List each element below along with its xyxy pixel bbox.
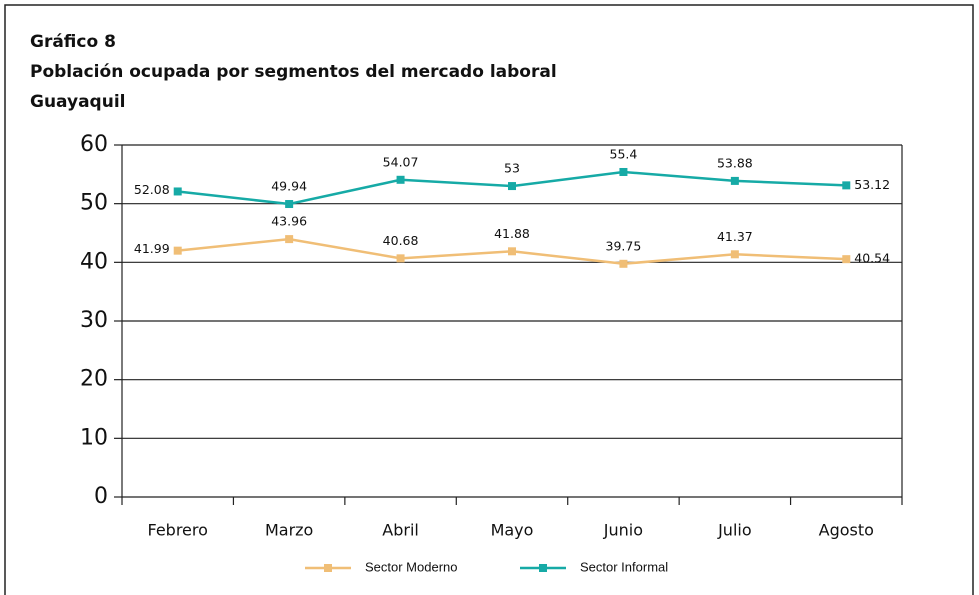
y-tick-label: 30 bbox=[80, 308, 108, 333]
data-label: 53 bbox=[504, 161, 520, 176]
point bbox=[730, 250, 739, 259]
point bbox=[396, 175, 405, 184]
legend-marker bbox=[324, 564, 332, 572]
data-label: 39.75 bbox=[606, 238, 642, 253]
y-tick-label: 20 bbox=[80, 367, 108, 392]
data-label: 41.99 bbox=[134, 241, 170, 256]
chart-title: Gráfico 8 bbox=[30, 32, 116, 52]
y-tick-label: 10 bbox=[80, 425, 108, 450]
point bbox=[173, 246, 182, 255]
y-tick-label: 60 bbox=[80, 132, 108, 157]
x-tick-label: Abril bbox=[382, 521, 419, 540]
point bbox=[285, 235, 294, 244]
point bbox=[173, 187, 182, 196]
x-tick-label: Febrero bbox=[148, 521, 208, 540]
point bbox=[508, 182, 516, 191]
point bbox=[730, 176, 739, 185]
point bbox=[396, 254, 405, 263]
chart-title: Guayaquil bbox=[30, 92, 125, 112]
data-label: 40.68 bbox=[383, 233, 419, 248]
data-label: 41.88 bbox=[494, 226, 530, 241]
x-tick-label: Agosto bbox=[819, 521, 874, 540]
point bbox=[619, 167, 628, 176]
data-label: 54.07 bbox=[383, 154, 419, 169]
legend-marker bbox=[539, 564, 547, 572]
y-tick-label: 40 bbox=[80, 249, 108, 274]
data-label: 55.4 bbox=[610, 146, 638, 161]
data-label: 53.88 bbox=[717, 155, 753, 170]
legend-label: Sector Informal bbox=[580, 559, 668, 574]
frame bbox=[4, 4, 974, 595]
x-tick-label: Julio bbox=[717, 521, 752, 540]
data-label: 49.94 bbox=[271, 179, 307, 194]
data-label: 40.54 bbox=[854, 251, 890, 266]
data-label: 52.08 bbox=[134, 182, 170, 197]
data-label: 41.37 bbox=[717, 229, 753, 244]
chart-title: Población ocupada por segmentos del merc… bbox=[30, 62, 557, 82]
point bbox=[842, 255, 851, 264]
y-tick-label: 50 bbox=[80, 191, 108, 216]
legend-label: Sector Moderno bbox=[365, 559, 458, 574]
point bbox=[619, 259, 628, 268]
x-tick-label: Mayo bbox=[491, 521, 534, 540]
point bbox=[285, 200, 294, 209]
point bbox=[842, 181, 851, 190]
point bbox=[508, 247, 516, 256]
y-tick-label: 0 bbox=[94, 484, 108, 509]
data-label: 43.96 bbox=[271, 214, 307, 229]
data-label: 53.12 bbox=[854, 177, 890, 192]
x-tick-label: Marzo bbox=[265, 521, 313, 540]
x-tick-label: Junio bbox=[603, 521, 643, 540]
